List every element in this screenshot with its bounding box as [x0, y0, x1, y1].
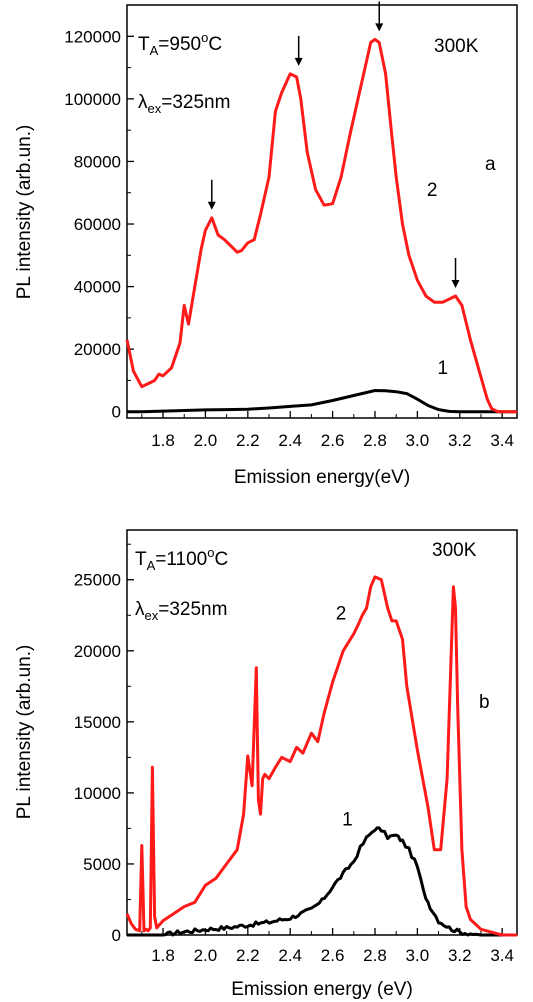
chart-panel-a: 1.8 2.0 2.2 2.4 2.6 2.8 3.0 3.2 3.4 0 20000 40000 6…	[14, 1, 518, 488]
x-tick-label: 3.0	[406, 946, 430, 965]
y-tick-label: 120000	[64, 27, 121, 46]
x-tick-label: 2.2	[236, 946, 260, 965]
x-tick-label: 3.4	[490, 946, 514, 965]
y-tick-label: 40000	[74, 278, 121, 297]
series-group-b	[125, 575, 517, 937]
y-ticks-a: 0 20000 40000 60000 80000 100000 120000	[64, 27, 134, 422]
x-tick-label: 3.4	[490, 431, 514, 450]
y-tick-label: 15000	[74, 713, 121, 732]
peak-arrow	[294, 35, 303, 66]
x-tick-label: 2.0	[194, 431, 218, 450]
y-axis-label-a: PL intensity (arb.un.)	[14, 125, 35, 300]
x-tick-label: 2.0	[194, 946, 218, 965]
series-label: 2	[427, 180, 438, 201]
annotation-temperature-b: 300K	[432, 540, 477, 561]
x-ticks-b: 1.8 2.0 2.2 2.4 2.6 2.8 3.0 3.2 3.4	[141, 928, 514, 965]
series-labels-a: 12	[427, 180, 448, 379]
series-label: 1	[438, 358, 449, 379]
panel-label-a: a	[485, 154, 496, 175]
x-tick-label: 1.8	[151, 431, 175, 450]
x-axis-label-a: Emission energy(eV)	[234, 467, 410, 488]
x-tick-label: 3.2	[448, 946, 472, 965]
y-tick-label: 20000	[74, 642, 121, 661]
y-axis-label-b: PL intensity (arb.un.)	[14, 645, 35, 820]
y-ticks-b: 0 5000 10000 15000 20000 25000	[74, 543, 134, 945]
x-tick-label: 1.8	[151, 946, 175, 965]
x-tick-label: 2.4	[278, 431, 302, 450]
series-labels-b: 12	[336, 604, 353, 831]
x-tick-label: 3.0	[406, 431, 430, 450]
series-label: 1	[342, 810, 353, 831]
series-2-line	[125, 575, 517, 937]
plot-frame-a	[126, 4, 518, 419]
plot-frame-b	[126, 529, 518, 936]
peak-arrow	[451, 257, 460, 288]
panel-label-b: b	[479, 692, 490, 713]
peak-arrow	[207, 179, 216, 210]
x-tick-label: 3.2	[448, 431, 472, 450]
annotation-temp-a: TA=950oC	[138, 30, 222, 58]
y-tick-label: 0	[112, 403, 121, 422]
x-tick-label: 2.8	[363, 946, 387, 965]
annotation-lambda-b: λex=325nm	[135, 599, 227, 623]
annotation-lambda-a: λex=325nm	[138, 92, 230, 116]
x-tick-label: 2.6	[321, 946, 345, 965]
series-group-a	[125, 37, 517, 414]
y-tick-label: 0	[112, 926, 121, 945]
x-ticks-a: 1.8 2.0 2.2 2.4 2.6 2.8 3.0 3.2 3.4	[141, 411, 514, 450]
series-1-line	[127, 389, 517, 414]
y-tick-label: 60000	[74, 215, 121, 234]
chart-panel-b: 1.8 2.0 2.2 2.4 2.6 2.8 3.0 3.2 3.4 0 5000 10000 15…	[14, 529, 518, 1000]
y-tick-label: 10000	[74, 784, 121, 803]
x-tick-label: 2.6	[321, 431, 345, 450]
y-tick-label: 20000	[74, 340, 121, 359]
y-tick-label: 100000	[64, 90, 121, 109]
annotation-temperature-a: 300K	[434, 36, 479, 57]
arrows-a	[207, 1, 460, 288]
series-1-line	[127, 826, 517, 937]
series-2-line	[125, 37, 517, 414]
y-tick-label: 80000	[74, 152, 121, 171]
peak-arrow	[375, 1, 384, 32]
y-tick-label: 25000	[74, 571, 121, 590]
annotation-temp-b: TA=1100oC	[135, 545, 228, 573]
y-tick-label: 5000	[83, 855, 121, 874]
x-tick-label: 2.2	[236, 431, 260, 450]
x-axis-label-b: Emission energy (eV)	[231, 979, 413, 1000]
x-tick-label: 2.4	[278, 946, 302, 965]
x-tick-label: 2.8	[363, 431, 387, 450]
series-label: 2	[336, 604, 347, 625]
